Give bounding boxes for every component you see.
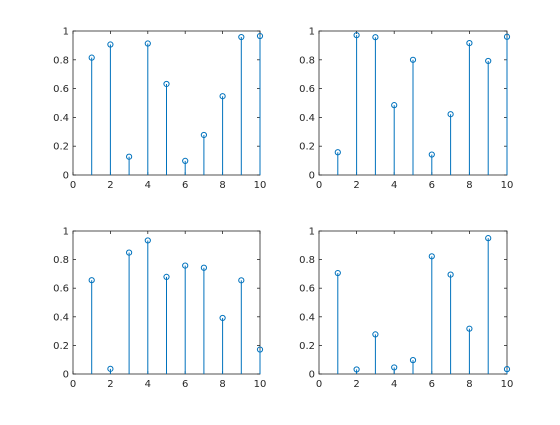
subplot-3-xtick-label: 8 [219,379,225,390]
subplot-1-xtick-label: 2 [107,180,113,191]
subplot-4-ytick-label: 0 [309,370,315,381]
subplot-3-xtick-label: 6 [182,379,188,390]
subplot-4-ytick-label: 1 [309,227,315,238]
subplot-1-marker-6 [182,157,189,164]
subplot-2-xtick-label: 4 [391,180,397,191]
subplot-3-marker-4 [144,237,151,244]
subplot-4: 0 2 4 6 8 10 0 0.2 0.4 0.6 0.8 1 [299,227,513,391]
subplot-3-xtick-label: 2 [107,379,113,390]
subplot-1-ytick-label: 1 [63,27,69,38]
subplot-1-ytick-label: 0.4 [53,113,69,124]
subplot-1-xtick-label: 4 [145,180,151,191]
subplot-2-marker-9 [485,57,492,65]
subplot-2-ytick-label: 0.4 [299,113,315,124]
subplot-3-marker-7 [200,264,207,271]
subplot-4-marker-9 [485,235,492,242]
subplot-4-xtick-label: 10 [501,379,514,390]
subplot-1-marker-9 [238,33,245,41]
subplot-2-marker-5 [409,56,417,63]
subplot-1-xtick-label: 6 [182,180,188,191]
subplot-3-ytick-label: 0.4 [53,312,69,323]
subplot-2-xtick-label: 2 [353,180,359,191]
subplot-3-xtick-label: 10 [254,379,267,390]
subplot-2-ytick-label: 0.6 [299,84,315,95]
subplot-3-ytick-label: 0 [63,370,69,381]
subplot-4-marker-5 [409,357,417,364]
subplot-1-xtick-label: 10 [254,180,267,191]
subplot-1-xtick-label: 8 [219,180,225,191]
subplot-3-ytick-label: 0.8 [53,255,69,266]
subplot-4-ytick-label: 0.6 [299,284,315,295]
subplot-2-ytick-label: 0.2 [299,142,315,153]
subplot-1-ytick-label: 0 [63,171,69,182]
subplot-1-marker-5 [163,80,170,88]
subplot-3-marker-3 [126,249,133,256]
subplot-4-marker-3 [372,331,379,338]
subplot-1-marker-1 [88,54,95,61]
subplot-2-marker-4 [391,102,398,109]
subplot-2-xtick-label: 0 [316,180,322,191]
subplot-3-marker-5 [163,273,170,281]
subplot-3-xtick-label: 0 [70,379,76,390]
subplot-4-marker-7 [447,271,454,278]
subplot-4-xtick-label: 4 [391,379,397,390]
subplot-3: 0 2 4 6 8 10 0 0.2 0.4 0.6 0.8 1 [53,227,266,391]
subplot-4-ytick-label: 0.4 [299,312,315,323]
subplot-1-ytick-label: 0.2 [53,142,69,153]
subplot-2-xtick-label: 8 [466,180,472,191]
subplot-1-marker-7 [200,131,207,139]
subplot-2-ytick-label: 0 [309,171,315,182]
subplot-3-ytick-label: 0.2 [53,341,69,352]
subplot-3-ytick-label: 0.6 [53,284,69,295]
subplot-2-marker-10 [503,33,511,40]
subplot-2-marker-2 [353,32,360,39]
subplot-3-marker-10 [256,346,264,353]
subplot-4-xtick-label: 8 [466,379,472,390]
subplot-1-marker-3 [126,153,133,160]
subplot-4-axes-box [318,230,508,375]
subplot-2: 0 2 4 6 8 10 0 0.2 0.4 0.6 0.8 1 [299,27,513,192]
subplot-3-marker-1 [88,277,95,284]
subplot-1-marker-2 [107,41,114,48]
subplot-4-ytick-label: 0.2 [299,341,315,352]
subplot-4-marker-6 [428,253,435,260]
subplot-4-marker-8 [466,325,473,332]
subplot-2-marker-3 [372,34,379,41]
subplot-2-xtick-label: 6 [429,180,435,191]
subplot-2-marker-6 [428,151,435,158]
subplot-3-marker-9 [238,277,245,284]
subplot-1-marker-4 [144,40,151,47]
subplot-2-marker-7 [447,111,454,118]
subplot-1-marker-8 [219,93,226,100]
subplot-2-marker-1 [334,149,341,156]
subplot-2-ytick-label: 0.8 [299,55,315,66]
subplot-3-marker-2 [107,365,114,372]
subplot-1: 0 2 4 6 8 10 0 0.2 0.4 0.6 0.8 1 [53,27,266,192]
subplot-3-ytick-label: 1 [63,227,69,238]
subplot-1-ytick-label: 0.8 [53,55,69,66]
subplot-3-marker-8 [219,314,226,322]
subplot-4-xtick-label: 0 [316,379,322,390]
subplot-2-xtick-label: 10 [501,180,514,191]
subplot-4-marker-2 [353,366,360,373]
subplot-2-marker-8 [466,39,473,47]
subplot-4-xtick-label: 6 [429,379,435,390]
subplot-3-xtick-label: 4 [145,379,151,390]
subplot-3-marker-6 [182,262,189,269]
subplot-1-ytick-label: 0.6 [53,84,69,95]
subplot-4-ytick-label: 0.8 [299,255,315,266]
subplot-4-xtick-label: 2 [353,379,359,390]
subplot-1-marker-10 [256,32,264,40]
subplot-4-marker-4 [391,364,398,371]
subplot-4-marker-10 [503,366,511,373]
subplot-1-xtick-label: 0 [70,180,76,191]
subplot-4-marker-1 [334,269,341,277]
subplot-2-ytick-label: 1 [309,27,315,38]
